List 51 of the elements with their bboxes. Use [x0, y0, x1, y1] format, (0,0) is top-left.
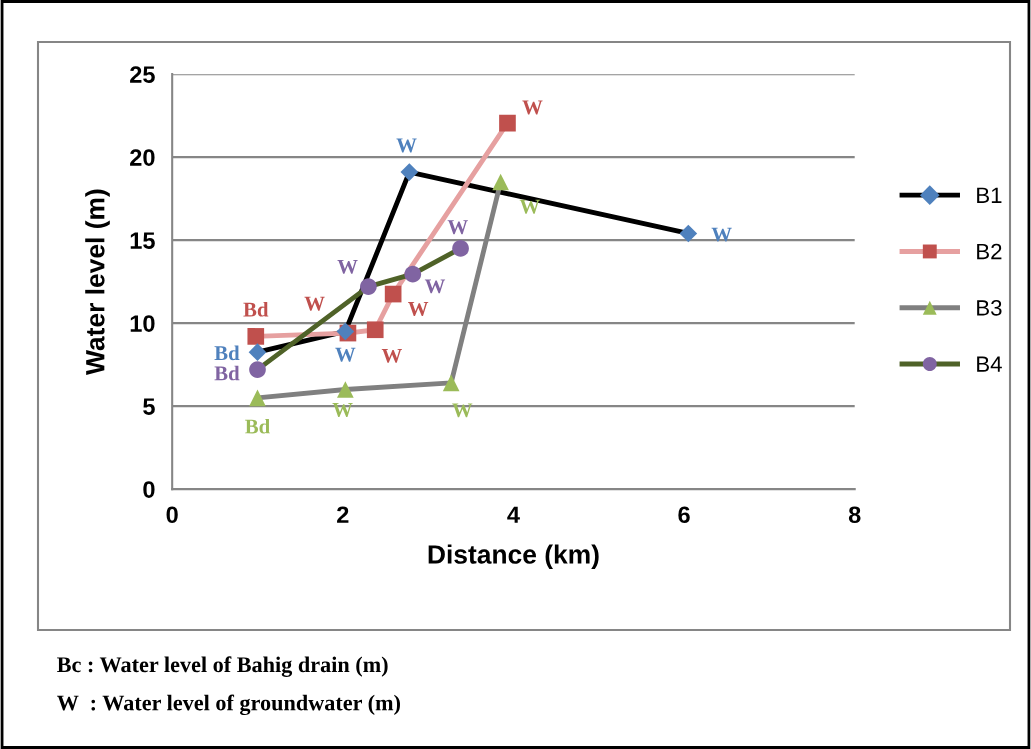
legend-label: B1	[977, 187, 1002, 203]
annotation: Bd	[245, 418, 270, 434]
point	[337, 381, 354, 398]
legend-label: B4	[977, 356, 1002, 372]
annotation: W	[337, 259, 358, 274]
annotation: W	[304, 296, 325, 311]
y-tick-label: 5	[143, 398, 155, 415]
y-tick-label: 25	[130, 66, 155, 83]
point	[499, 114, 516, 132]
point	[442, 374, 460, 392]
x-tick-label: 4	[507, 506, 520, 523]
annotation: W	[452, 403, 473, 418]
y-axis-title: Water level (m)	[85, 189, 110, 375]
point	[249, 389, 266, 407]
point	[366, 321, 384, 339]
y-tick-label: 0	[143, 481, 155, 498]
legend-label: B2	[977, 243, 1002, 260]
x-tick-label: 8	[848, 506, 861, 524]
annotation: Bd	[214, 345, 240, 361]
y-tick-label: 10	[130, 315, 155, 332]
point	[360, 278, 377, 295]
x-tick-label: 0	[166, 506, 178, 524]
legend-label: B3	[977, 299, 1002, 316]
text: W : Water level of groundwater (m)	[57, 694, 400, 716]
point	[249, 361, 266, 378]
annotation: W	[711, 227, 732, 242]
point	[404, 265, 422, 283]
point	[679, 224, 698, 243]
annotation: Bd	[243, 301, 269, 317]
point	[247, 328, 265, 345]
annotation: W	[408, 302, 429, 317]
annotation: W	[335, 347, 356, 362]
point	[452, 240, 469, 257]
point	[492, 173, 509, 191]
annotation: W	[447, 220, 468, 235]
point	[248, 343, 267, 361]
x-tick-label: 6	[678, 506, 690, 524]
text: Bc : Water level of Bahig drain (m)	[57, 656, 388, 677]
annotation: W	[332, 403, 353, 418]
annotation: Bd	[214, 365, 240, 381]
x-axis-title: Distance (km)	[428, 544, 599, 570]
annotation: W	[522, 100, 543, 115]
annotation: W	[396, 138, 417, 153]
annotation: W	[381, 348, 402, 363]
y-tick-label: 15	[130, 232, 155, 249]
point	[384, 285, 402, 303]
point	[400, 163, 419, 181]
annotation: W	[519, 199, 540, 214]
annotation: W	[424, 279, 446, 294]
y-tick-label: 20	[130, 149, 155, 166]
x-tick-label: 2	[337, 506, 349, 523]
